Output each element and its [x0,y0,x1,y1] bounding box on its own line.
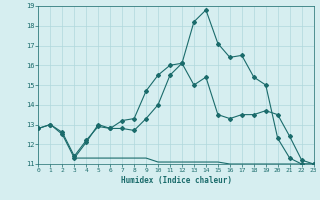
X-axis label: Humidex (Indice chaleur): Humidex (Indice chaleur) [121,176,231,185]
